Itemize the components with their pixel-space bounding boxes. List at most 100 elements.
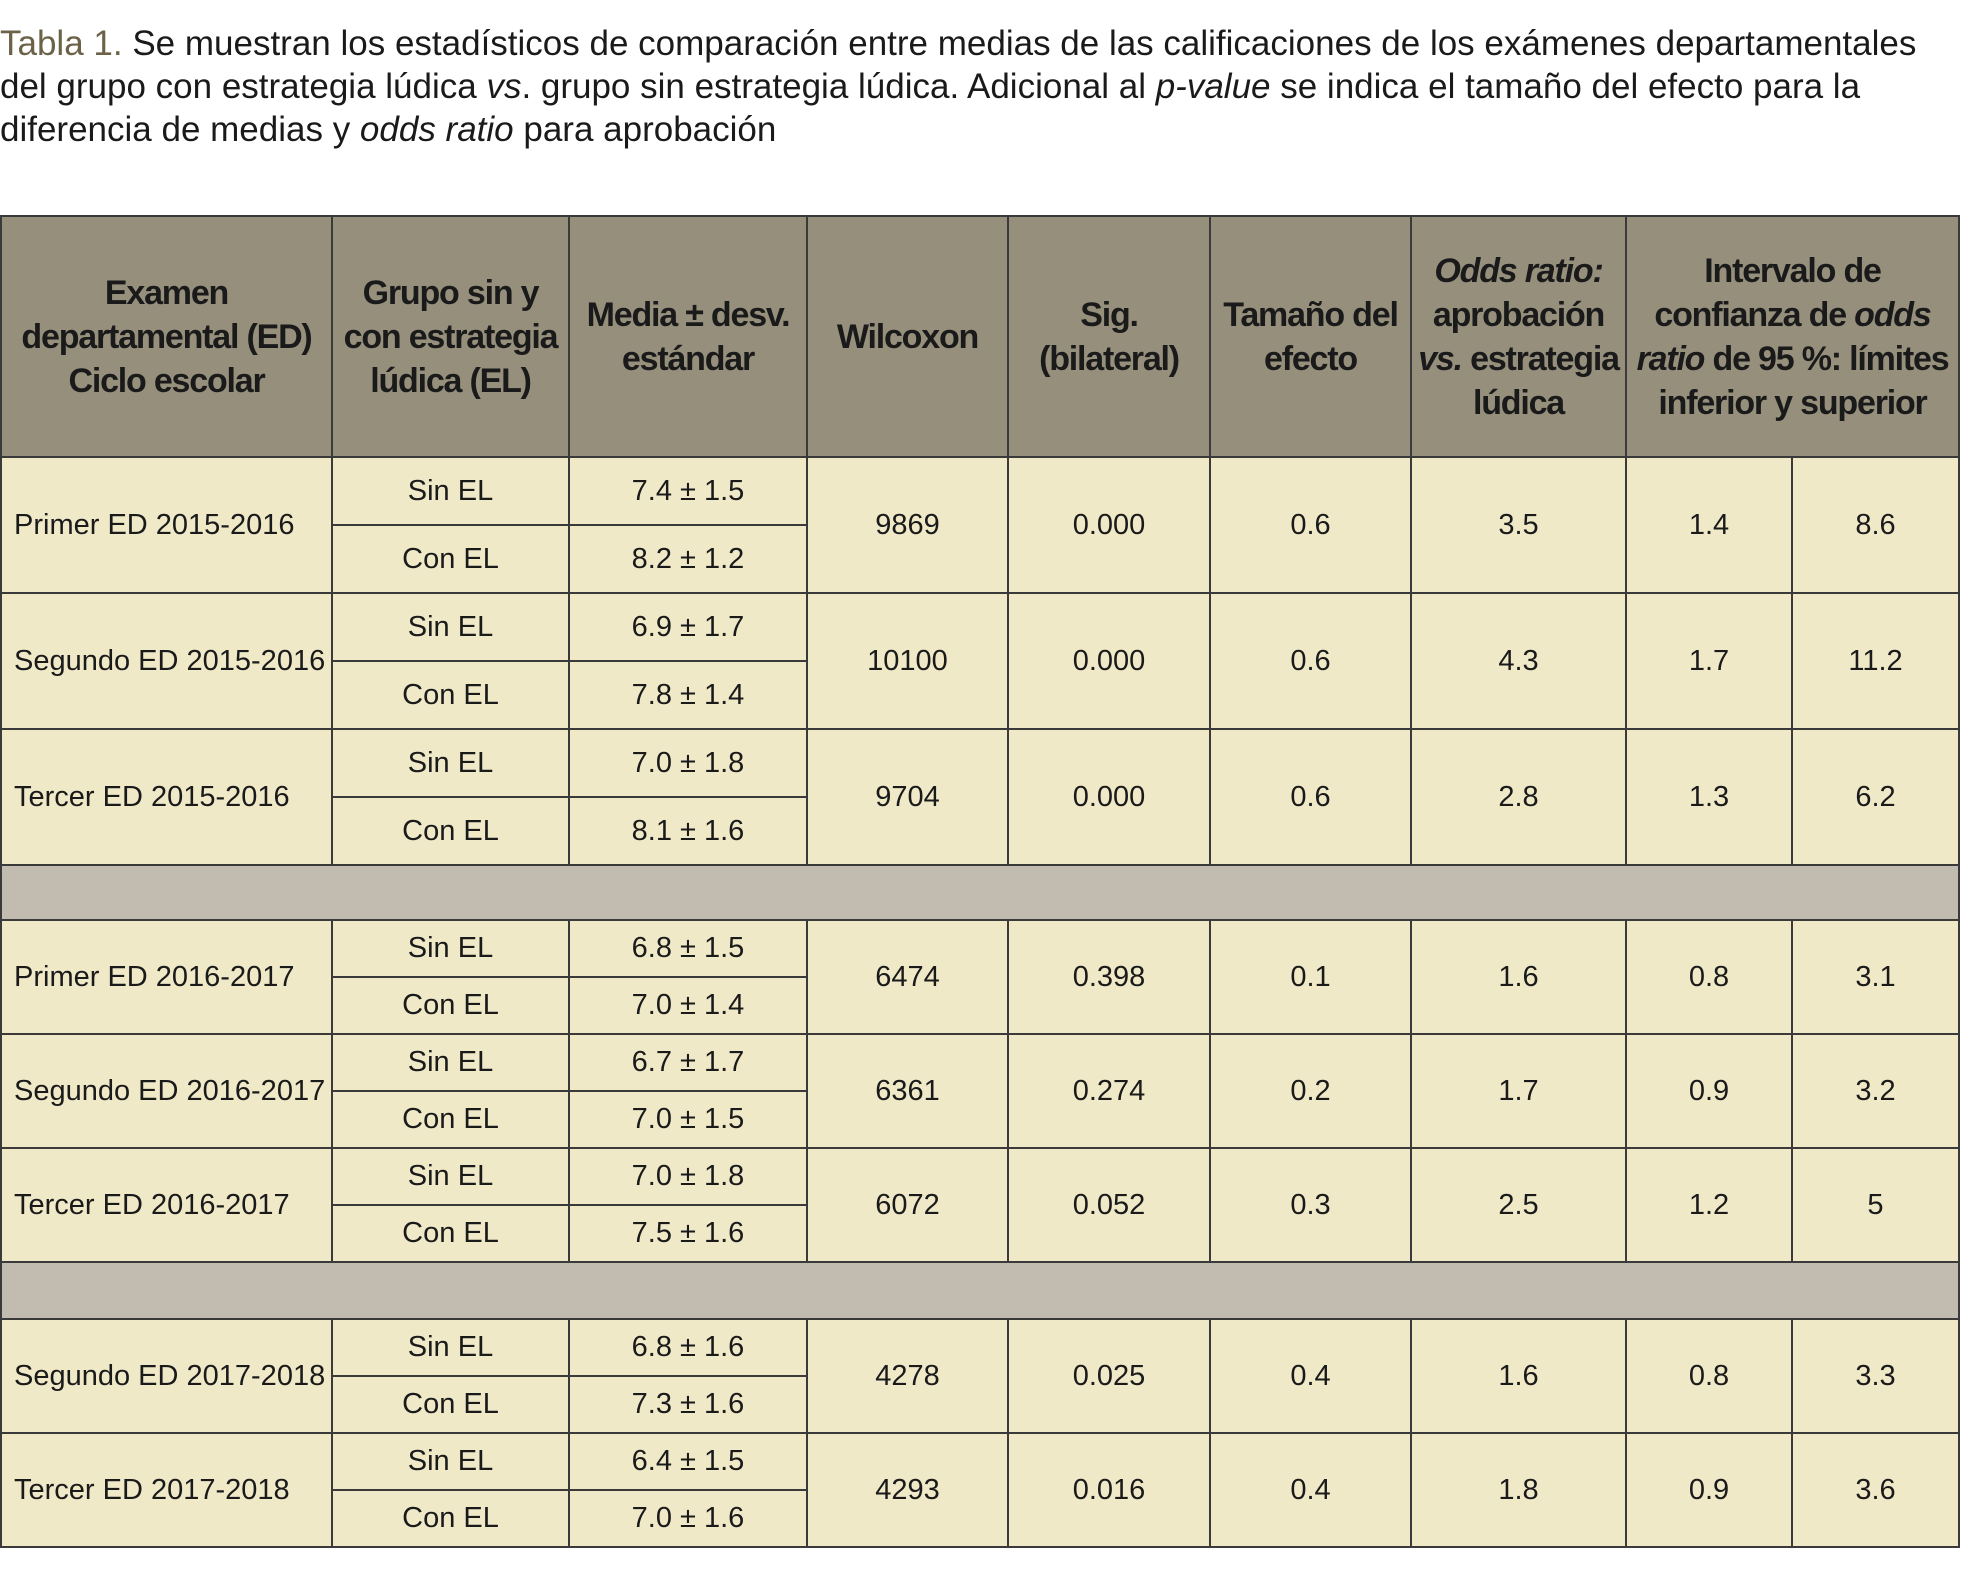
stat-cell: 0.9	[1625, 1033, 1793, 1149]
group-cell: Sin EL	[331, 1033, 570, 1092]
header-text: de 95 %: límites inferior y superior	[1658, 339, 1949, 422]
stat-cell: 1.6	[1410, 1318, 1627, 1434]
stat-cell: 0.4	[1209, 1318, 1412, 1434]
stat-cell: 0.6	[1209, 592, 1412, 730]
separator-row	[0, 864, 1960, 921]
group-cell: Con EL	[331, 1090, 570, 1149]
stat-cell: 0.000	[1007, 456, 1211, 594]
data-row: Primer ED 2015-2016 Sin EL 7.4 ± 1.5 9869 0.…	[0, 456, 1960, 594]
separator-cell	[0, 864, 1960, 921]
header-text: Ciclo escolar	[68, 361, 265, 400]
header-italic: odds ratio	[1636, 295, 1932, 378]
separator-row	[0, 1261, 1960, 1320]
data-row: Con EL 8.1 ± 1.6	[1, 796, 1959, 866]
stat-cell: 6072	[806, 1147, 1009, 1263]
data-row: Con EL 8.2 ± 1.2	[1, 524, 1959, 594]
caption-italic: odds ratio	[359, 110, 514, 149]
stat-cell: 8.6	[1791, 456, 1960, 594]
stat-cell: 0.8	[1625, 1318, 1793, 1434]
caption-label: Tabla 1.	[0, 24, 123, 63]
data-row: Con EL 7.0 ± 1.4	[1, 976, 1959, 1035]
mean-cell: 7.0 ± 1.4	[568, 976, 808, 1035]
stat-cell: 1.2	[1625, 1147, 1793, 1263]
data-row: Segundo ED 2015-2016 Sin EL 6.9 ± 1.7 10100…	[0, 592, 1960, 730]
stat-cell: 0.052	[1007, 1147, 1211, 1263]
stat-cell: 0.000	[1007, 592, 1211, 730]
stat-cell: 3.5	[1410, 456, 1627, 594]
header-cell: Intervalo de confianza de odds ratio de …	[1625, 215, 1960, 458]
stat-cell: 1.4	[1625, 456, 1793, 594]
header-text: Tamaño del efecto	[1223, 295, 1399, 378]
exam-cell: Segundo ED 2016-2017	[0, 1033, 333, 1149]
caption-text: para aprobación	[513, 110, 777, 149]
mean-cell: 7.4 ± 1.5	[568, 456, 808, 526]
stat-cell: 3.2	[1791, 1033, 1960, 1149]
stat-cell: 1.8	[1410, 1432, 1627, 1548]
group-cell: Sin EL	[331, 1318, 570, 1377]
header-text: Examen departamental (ED)	[21, 273, 312, 356]
stat-cell: 3.3	[1791, 1318, 1960, 1434]
mean-cell: 6.4 ± 1.5	[568, 1432, 808, 1491]
header-text: aprobación	[1432, 295, 1605, 334]
stat-cell: 0.016	[1007, 1432, 1211, 1548]
stat-cell: 1.3	[1625, 728, 1793, 866]
stat-cell: 9869	[806, 456, 1009, 594]
group-cell: Con EL	[331, 660, 570, 730]
stats-table: Examen departamental (ED) Ciclo escolar G…	[0, 215, 1960, 1548]
exam-cell: Primer ED 2015-2016	[0, 456, 333, 594]
group-cell: Sin EL	[331, 456, 570, 526]
mean-cell: 6.8 ± 1.5	[568, 919, 808, 978]
data-row: Tercer ED 2017-2018 Sin EL 6.4 ± 1.5 4293 0.…	[0, 1432, 1960, 1548]
stat-cell: 2.8	[1410, 728, 1627, 866]
caption-text: se indica el tamaño del efecto para la d…	[0, 67, 1861, 149]
group-cell: Sin EL	[331, 1432, 570, 1491]
data-row: Con EL 7.3 ± 1.6	[1, 1375, 1959, 1434]
stat-cell: 0.2	[1209, 1033, 1412, 1149]
data-row: Con EL 7.5 ± 1.6	[1, 1204, 1959, 1263]
stat-cell: 1.6	[1410, 919, 1627, 1035]
caption-italic: vs	[486, 67, 522, 106]
group-cell: Con EL	[331, 1489, 570, 1548]
header-text: Media ± desv. estándar	[586, 295, 791, 378]
header-text: Wilcoxon	[836, 317, 979, 356]
stat-cell: 4293	[806, 1432, 1009, 1548]
table-head: Examen departamental (ED) Ciclo escolar G…	[0, 215, 1960, 458]
header-cell: Wilcoxon	[806, 215, 1009, 458]
mean-cell: 8.2 ± 1.2	[568, 524, 808, 594]
data-row: Con EL 7.8 ± 1.4	[1, 660, 1959, 730]
stat-cell: 0.000	[1007, 728, 1211, 866]
mean-cell: 7.0 ± 1.8	[568, 1147, 808, 1206]
mean-cell: 7.0 ± 1.6	[568, 1489, 808, 1548]
caption-italic: p-value	[1155, 67, 1271, 106]
mean-cell: 6.9 ± 1.7	[568, 592, 808, 662]
stat-cell: 4.3	[1410, 592, 1627, 730]
caption-text: . grupo sin estrategia lúdica. Adicional…	[521, 67, 1156, 106]
group-cell: Con EL	[331, 976, 570, 1035]
stat-cell: 10100	[806, 592, 1009, 730]
stat-cell: 0.6	[1209, 728, 1412, 866]
data-row: Segundo ED 2017-2018 Sin EL 6.8 ± 1.6 4278 0…	[0, 1318, 1960, 1434]
header-text: Intervalo de confianza de	[1654, 251, 1882, 334]
caption-text: Se muestran los estadísticos de comparac…	[0, 24, 1917, 106]
mean-cell: 8.1 ± 1.6	[568, 796, 808, 866]
mean-cell: 6.8 ± 1.6	[568, 1318, 808, 1377]
header-cell: Examen departamental (ED) Ciclo escolar	[0, 215, 333, 458]
mean-cell: 7.0 ± 1.5	[568, 1090, 808, 1149]
data-row: Con EL 7.0 ± 1.6	[1, 1489, 1959, 1548]
separator-cell	[0, 1261, 1960, 1320]
mean-cell: 7.3 ± 1.6	[568, 1375, 808, 1434]
header-text: Grupo sin y con estrategia lúdica (EL)	[343, 273, 559, 400]
header-text: estrategia lúdica	[1470, 339, 1620, 422]
group-cell: Con EL	[331, 1375, 570, 1434]
group-cell: Sin EL	[331, 919, 570, 978]
stat-cell: 5	[1791, 1147, 1960, 1263]
stat-cell: 0.025	[1007, 1318, 1211, 1434]
stat-cell: 0.398	[1007, 919, 1211, 1035]
data-row: Con EL 7.0 ± 1.5	[1, 1090, 1959, 1149]
stat-cell: 9704	[806, 728, 1009, 866]
mean-cell: 7.8 ± 1.4	[568, 660, 808, 730]
stat-cell: 2.5	[1410, 1147, 1627, 1263]
header-italic: vs.	[1418, 339, 1463, 378]
data-row: Tercer ED 2015-2016 Sin EL 7.0 ± 1.8 9704 0.…	[0, 728, 1960, 866]
